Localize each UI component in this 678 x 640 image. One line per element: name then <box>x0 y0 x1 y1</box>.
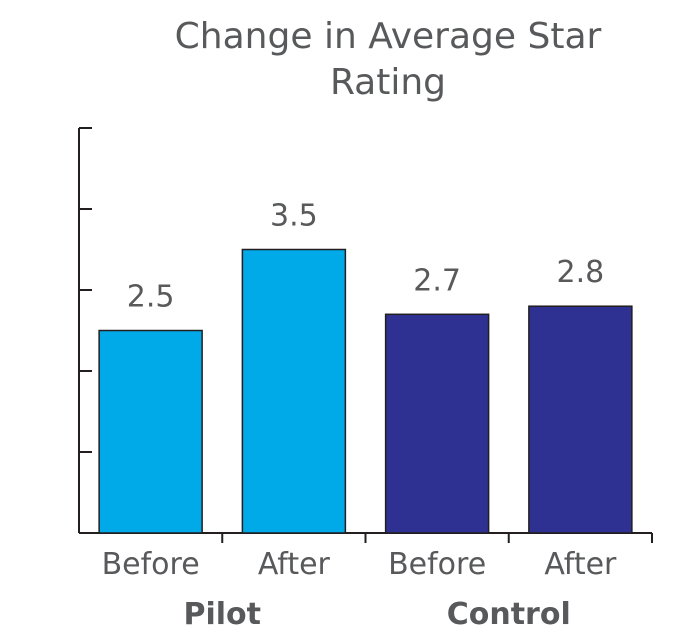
bar-2 <box>241 248 347 534</box>
chart-title-line-1: Change in Average Star <box>174 16 602 57</box>
chart-title: Change in Average Star Rating <box>100 14 676 106</box>
group-label-control: Control <box>447 597 571 632</box>
x-tick-label-3: Before <box>388 547 486 582</box>
bar-value-label-4: 2.8 <box>557 255 605 290</box>
x-tick-label-2: After <box>258 547 331 582</box>
bar-value-label-2: 3.5 <box>270 199 318 234</box>
bar-3 <box>384 313 490 534</box>
group-label-pilot: Pilot <box>183 597 261 632</box>
chart-title-line-2: Rating <box>329 62 447 103</box>
bar-value-label-3: 2.7 <box>413 263 461 298</box>
bar-1 <box>98 329 203 534</box>
bar-value-label-1: 2.5 <box>127 280 175 315</box>
bar-4 <box>528 305 633 534</box>
x-tick-label-4: After <box>544 547 617 582</box>
x-tick-label-1: Before <box>102 547 200 582</box>
